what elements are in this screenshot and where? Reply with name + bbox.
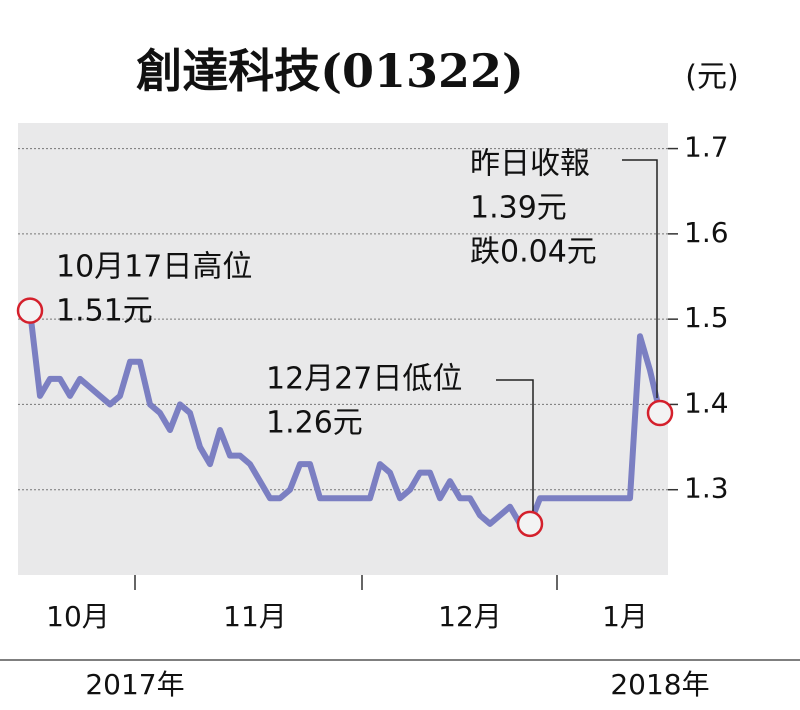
year-label: 2017年 xyxy=(85,668,184,701)
y-tick-label: 1.7 xyxy=(684,131,729,164)
y-tick-label: 1.6 xyxy=(684,216,729,249)
annotation: 昨日收報 xyxy=(470,147,590,182)
callout-line xyxy=(496,379,534,512)
unit-label: (元) xyxy=(685,60,738,95)
plot-area xyxy=(18,123,668,575)
y-tick-label: 1.4 xyxy=(684,386,729,419)
chart-title: 創達科技(01322) xyxy=(136,44,524,98)
month-label: 10月 xyxy=(46,600,110,633)
month-label: 11月 xyxy=(223,600,287,633)
annotation: 跌0.04元 xyxy=(470,235,597,270)
year-label: 2018年 xyxy=(610,668,709,701)
month-label: 1月 xyxy=(602,600,648,633)
annotation: 1.39元 xyxy=(470,191,567,226)
annotation: 1.51元 xyxy=(56,294,153,329)
highlight-marker xyxy=(516,510,544,538)
annotation: 1.26元 xyxy=(266,406,363,441)
price-line xyxy=(27,310,663,527)
annotation: 12月27日低位 xyxy=(266,362,462,397)
callout-line xyxy=(622,159,658,398)
annotation: 10月17日高位 xyxy=(56,250,252,285)
highlight-marker xyxy=(16,297,44,324)
highlight-marker xyxy=(646,399,674,427)
y-tick-label: 1.5 xyxy=(684,301,729,334)
y-tick-label: 1.3 xyxy=(684,472,729,505)
month-label: 12月 xyxy=(438,600,502,633)
